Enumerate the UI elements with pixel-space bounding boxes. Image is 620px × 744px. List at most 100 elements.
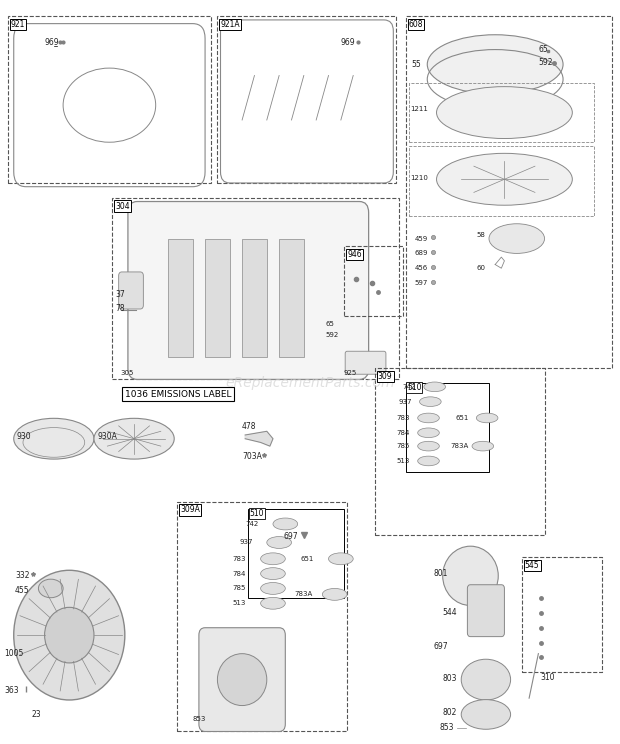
Text: 304: 304 — [115, 202, 130, 211]
Ellipse shape — [418, 441, 440, 451]
Text: 785: 785 — [233, 586, 246, 591]
Text: 703A: 703A — [242, 452, 262, 461]
Text: 651: 651 — [301, 556, 314, 562]
Text: 459: 459 — [415, 236, 428, 242]
Text: 332: 332 — [15, 571, 30, 580]
Text: 597: 597 — [415, 280, 428, 286]
Ellipse shape — [461, 659, 511, 700]
Bar — [248, 509, 344, 598]
Text: 921: 921 — [11, 20, 25, 29]
Text: 742: 742 — [402, 384, 416, 390]
Text: 309A: 309A — [180, 505, 200, 514]
Text: 65: 65 — [326, 321, 334, 327]
Text: 803: 803 — [443, 673, 457, 683]
Text: eReplacementParts.com: eReplacementParts.com — [225, 376, 395, 390]
Ellipse shape — [420, 397, 441, 406]
Text: 513: 513 — [396, 458, 410, 464]
Text: 60: 60 — [477, 265, 485, 272]
Text: 784: 784 — [396, 430, 410, 436]
Text: 921A: 921A — [221, 20, 240, 29]
Ellipse shape — [489, 224, 544, 254]
Text: 783A: 783A — [294, 591, 313, 597]
Text: 937: 937 — [239, 539, 252, 545]
Text: 592: 592 — [326, 332, 339, 338]
Text: 783: 783 — [233, 556, 246, 562]
Ellipse shape — [45, 607, 94, 663]
Bar — [409, 83, 594, 142]
Ellipse shape — [260, 568, 285, 580]
Ellipse shape — [418, 428, 440, 437]
Ellipse shape — [14, 418, 94, 459]
Text: 65: 65 — [538, 45, 548, 54]
Ellipse shape — [260, 597, 285, 609]
Text: 510: 510 — [407, 383, 422, 392]
Bar — [205, 239, 230, 357]
Text: 478: 478 — [242, 423, 257, 432]
FancyBboxPatch shape — [199, 628, 285, 731]
Bar — [521, 557, 602, 672]
Ellipse shape — [38, 579, 63, 597]
Text: 455: 455 — [15, 586, 30, 595]
Text: 742: 742 — [245, 521, 259, 527]
Ellipse shape — [218, 654, 267, 705]
Text: 783A: 783A — [451, 443, 469, 449]
Text: 784: 784 — [233, 571, 246, 577]
Text: 55: 55 — [412, 60, 422, 69]
Ellipse shape — [329, 553, 353, 565]
Text: 37: 37 — [115, 289, 125, 298]
Ellipse shape — [273, 518, 298, 530]
Ellipse shape — [443, 546, 498, 606]
Text: 783: 783 — [396, 415, 410, 421]
Text: 689: 689 — [415, 251, 428, 257]
Bar — [375, 368, 544, 535]
Ellipse shape — [436, 153, 572, 205]
Bar — [344, 246, 402, 316]
Text: 305: 305 — [120, 371, 134, 376]
Text: 853: 853 — [193, 716, 206, 722]
Text: 969: 969 — [341, 38, 355, 47]
Text: 969: 969 — [45, 38, 60, 47]
Text: 1005: 1005 — [4, 650, 24, 658]
Ellipse shape — [260, 583, 285, 594]
Text: 544: 544 — [443, 609, 458, 618]
Bar — [405, 16, 613, 368]
Text: 697: 697 — [283, 532, 298, 541]
Bar — [279, 239, 304, 357]
Bar — [168, 239, 193, 357]
Ellipse shape — [427, 35, 563, 94]
Ellipse shape — [267, 536, 291, 548]
Text: 58: 58 — [477, 232, 485, 238]
FancyBboxPatch shape — [345, 351, 386, 374]
Text: 1036 EMISSIONS LABEL: 1036 EMISSIONS LABEL — [125, 390, 231, 399]
Text: 697: 697 — [433, 642, 448, 651]
Text: 545: 545 — [525, 561, 539, 570]
Text: 930: 930 — [17, 432, 32, 441]
Ellipse shape — [476, 413, 498, 423]
Text: 937: 937 — [398, 399, 412, 405]
Text: 78: 78 — [115, 304, 125, 313]
Bar — [242, 239, 267, 357]
Ellipse shape — [94, 418, 174, 459]
Ellipse shape — [436, 86, 572, 138]
FancyBboxPatch shape — [118, 272, 143, 309]
Text: 785: 785 — [396, 443, 410, 449]
FancyBboxPatch shape — [128, 202, 369, 379]
Ellipse shape — [418, 456, 440, 466]
Text: 802: 802 — [443, 708, 457, 717]
Bar — [112, 198, 399, 379]
Ellipse shape — [472, 441, 494, 451]
Text: 925: 925 — [344, 371, 357, 376]
Text: 1210: 1210 — [410, 175, 428, 181]
Bar — [177, 501, 347, 731]
Ellipse shape — [322, 589, 347, 600]
Text: 608: 608 — [409, 20, 423, 29]
Text: 1211: 1211 — [410, 106, 428, 112]
Text: 801: 801 — [433, 569, 448, 578]
Text: 309: 309 — [378, 372, 392, 381]
Text: 930A: 930A — [97, 432, 117, 441]
Ellipse shape — [418, 413, 440, 423]
Ellipse shape — [14, 571, 125, 700]
Polygon shape — [245, 432, 273, 446]
Bar — [7, 16, 211, 183]
Ellipse shape — [461, 699, 511, 729]
